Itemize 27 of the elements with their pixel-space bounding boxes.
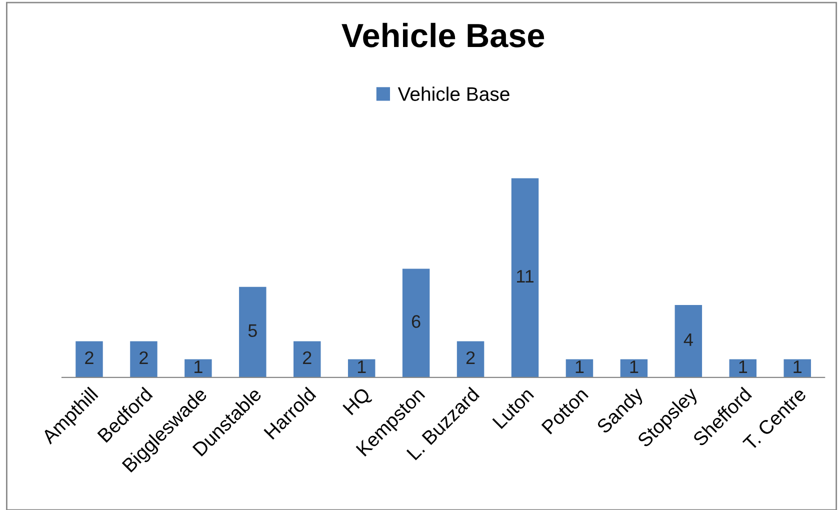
bar bbox=[511, 178, 539, 378]
data-label: 1 bbox=[739, 360, 748, 374]
data-label: 2 bbox=[303, 351, 312, 364]
data-label: 1 bbox=[194, 360, 202, 374]
data-label: 2 bbox=[140, 351, 148, 364]
chart-title: Vehicle Base bbox=[342, 22, 544, 48]
data-label: 6 bbox=[412, 315, 420, 328]
bar bbox=[184, 359, 212, 378]
data-label: 1 bbox=[794, 360, 802, 374]
data-label: 2 bbox=[85, 351, 94, 364]
data-label: 4 bbox=[684, 333, 693, 346]
bar bbox=[239, 286, 266, 378]
bar bbox=[294, 341, 321, 378]
bar bbox=[76, 341, 103, 378]
bar bbox=[130, 341, 158, 378]
bar bbox=[784, 359, 811, 378]
bar bbox=[348, 359, 376, 378]
data-label: 5 bbox=[248, 324, 257, 337]
bar bbox=[456, 341, 484, 378]
data-label: 11 bbox=[517, 270, 534, 282]
bar bbox=[674, 304, 702, 378]
data-label: 1 bbox=[576, 360, 584, 374]
legend-label: Vehicle Base bbox=[398, 86, 510, 101]
bar bbox=[402, 268, 430, 378]
data-label: 1 bbox=[358, 360, 366, 374]
data-label: 1 bbox=[630, 360, 638, 374]
data-label: 2 bbox=[466, 351, 475, 364]
